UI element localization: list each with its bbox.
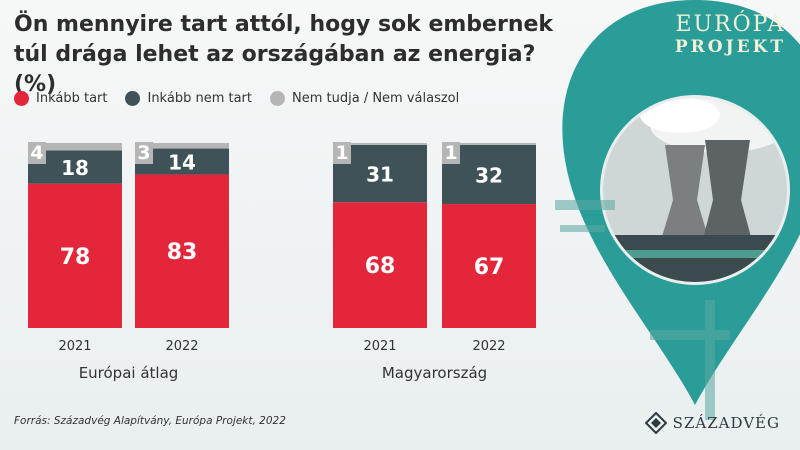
x-tick-label: 2021	[58, 339, 91, 354]
legend: Inkább tart Inkább nem tart Nem tudja / …	[14, 88, 477, 108]
label-box	[28, 142, 46, 164]
legend-label: Inkább nem tart	[147, 90, 252, 106]
data-label: 83	[167, 240, 198, 265]
x-tick-label: 2021	[363, 339, 396, 354]
brand-line2: PROJEKT	[674, 37, 786, 57]
legend-item-inkabb-nem-tart: Inkább nem tart	[125, 88, 252, 108]
logo-diamond-icon	[644, 412, 667, 434]
legend-label: Inkább tart	[36, 90, 108, 106]
szazadveg-logo: SZÁZADVÉG	[644, 412, 780, 434]
stacked-bar-chart: 78 18 4 2021 83 14 3 2022 68 31 1 2021 67 32 1 2022 Euró…	[28, 142, 536, 382]
legend-item-nem-tudja: Nem tudja / Nem válaszol	[270, 88, 459, 108]
label-box	[333, 142, 351, 164]
source-note: Forrás: Századvég Alapítvány, Európa Pro…	[14, 415, 286, 427]
data-label: 18	[61, 156, 89, 180]
bar-segment	[442, 143, 536, 145]
bar-segment	[28, 143, 122, 151]
x-tick-label: 2022	[472, 339, 505, 354]
legend-label: Nem tudja / Nem válaszol	[292, 90, 460, 106]
bar-segment	[333, 202, 427, 328]
data-label: 4	[30, 142, 43, 164]
data-label: 1	[335, 142, 348, 164]
chart-title: Ön mennyire tart attól, hogy sok emberne…	[14, 12, 554, 97]
data-label: 78	[60, 245, 91, 270]
group-label: Európai átlag	[79, 364, 179, 382]
data-label: 3	[137, 142, 150, 164]
data-label: 31	[366, 163, 394, 187]
legend-item-inkabb-tart: Inkább tart	[14, 88, 107, 108]
data-label: 67	[474, 255, 505, 280]
bar-segment	[135, 174, 229, 328]
location-pin-illustration	[555, 0, 800, 420]
data-label: 68	[365, 254, 396, 279]
bar-segment	[333, 143, 427, 145]
logo-text: SZÁZADVÉG	[672, 414, 780, 432]
label-box	[442, 142, 460, 164]
legend-swatch	[14, 90, 29, 106]
label-box	[135, 142, 153, 164]
data-label: 14	[168, 151, 196, 175]
x-tick-label: 2022	[165, 339, 198, 354]
legend-swatch	[270, 90, 285, 106]
project-brand: EURÓPA PROJEKT	[675, 12, 786, 57]
data-label: 1	[444, 142, 457, 164]
bar-segment	[28, 183, 122, 328]
bar-segment	[135, 143, 229, 149]
legend-swatch	[125, 90, 141, 106]
data-label: 32	[475, 163, 503, 187]
bar-segment	[442, 204, 536, 328]
brand-line1: EURÓPA	[675, 12, 786, 37]
group-label: Magyarország	[382, 364, 487, 382]
